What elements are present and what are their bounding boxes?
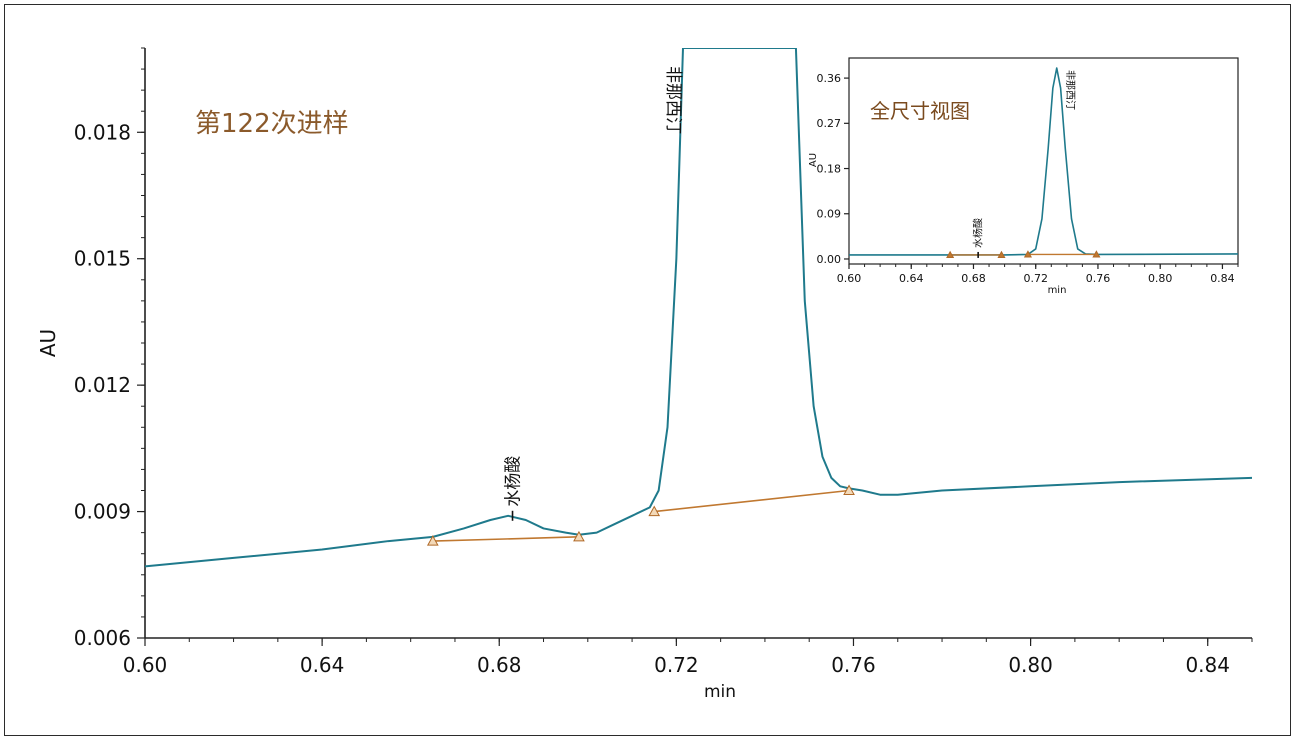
peak-label: 水杨酸 (972, 218, 985, 248)
series-line (849, 67, 1238, 256)
integration-marker (648, 505, 661, 517)
x-tick-label: 0.64 (300, 653, 345, 677)
chart-annotation: 第122次进样 (195, 109, 349, 139)
inset-plot-area (848, 57, 1239, 265)
integration-marker (426, 535, 439, 546)
main-chart: 0.60 0.64 0.68 0.72 0.76 0.80 0.84 0.006 0.009 0.… (36, 47, 1253, 702)
y-tick-label: 0.00 (817, 253, 842, 266)
x-tick-label: 0.68 (477, 653, 522, 677)
x-tick-label: 0.80 (1148, 272, 1173, 285)
integration-marker (843, 484, 855, 495)
y-tick-label: 0.012 (74, 373, 131, 397)
figure-frame (4, 4, 1291, 736)
plot-area (145, 48, 1252, 568)
peak-label: 非那西汀 (663, 66, 683, 134)
y-axis-label: AU (808, 153, 819, 167)
chart-annotation: 全尺寸视图 (870, 99, 970, 123)
y-tick-label: 0.27 (817, 117, 842, 130)
inset-chart: 0.60 0.64 0.68 0.72 0.76 0.80 0.84 0.00 0.09 0.18… (808, 57, 1239, 296)
x-tick-label: 0.72 (1023, 272, 1048, 285)
y-tick-label: 0.36 (817, 72, 842, 85)
x-tick-label: 0.68 (961, 272, 986, 285)
x-axis-label: min (1048, 285, 1067, 296)
peak-label: 水杨酸 (503, 456, 523, 507)
integration-baseline (654, 489, 850, 513)
x-tick-label: 0.60 (837, 272, 862, 285)
integration-marker (1092, 250, 1101, 258)
plot-area (849, 67, 1238, 259)
x-tick-label: 0.76 (831, 653, 876, 677)
integration-marker (1023, 250, 1032, 258)
x-tick-label: 0.64 (899, 272, 924, 285)
peak-label: 非那西汀 (1064, 70, 1076, 110)
y-tick-label: 0.09 (817, 208, 842, 221)
integration-baseline (432, 536, 579, 542)
y-tick-label: 0.015 (74, 247, 131, 271)
y-axis-label: AU (36, 329, 60, 357)
x-tick-label: 0.84 (1185, 653, 1230, 677)
integration-marker (573, 530, 585, 542)
x-tick-label: 0.80 (1008, 653, 1053, 677)
x-tick-label: 0.72 (654, 653, 699, 677)
x-tick-label: 0.76 (1086, 272, 1111, 285)
integration-marker (946, 250, 955, 259)
y-tick-label: 0.009 (74, 500, 131, 524)
series-line (145, 48, 1252, 568)
x-tick-label: 0.84 (1210, 272, 1235, 285)
y-tick-label: 0.018 (74, 120, 131, 144)
x-axis-label: min (704, 682, 736, 702)
y-tick-label: 0.18 (817, 162, 842, 175)
integration-marker (997, 250, 1006, 259)
x-tick-label: 0.60 (123, 653, 168, 677)
y-tick-label: 0.006 (74, 626, 131, 650)
